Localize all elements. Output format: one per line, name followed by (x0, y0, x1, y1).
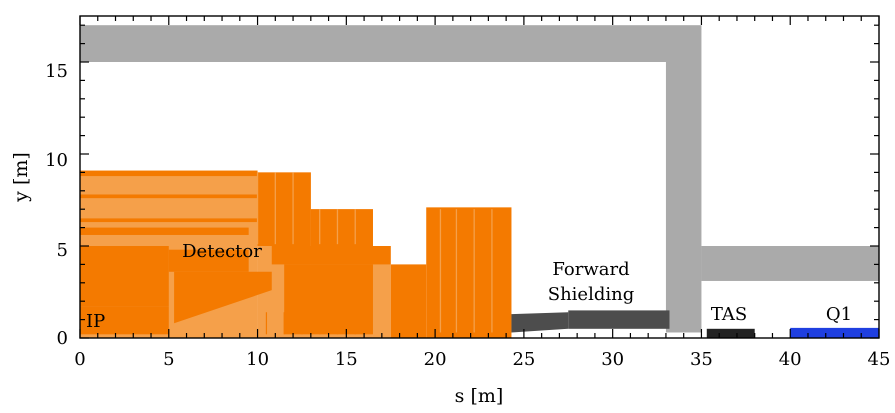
detector-stripe (80, 170, 258, 177)
detector-component (174, 271, 272, 324)
diagram-shapes (80, 25, 879, 338)
y-tick-labels: 0 5 10 15 (45, 61, 68, 349)
axis-ticks (79, 16, 880, 339)
detector-component (80, 306, 169, 335)
x-tick-label: 5 (163, 349, 174, 370)
detector-endcap (390, 264, 427, 338)
tas-absorber (706, 328, 755, 338)
y-tick-label: 10 (45, 150, 68, 171)
y-tick-label: 15 (45, 61, 68, 82)
q1-quadrupole (790, 327, 879, 338)
tas-label: TAS (711, 304, 747, 325)
detector-component (168, 249, 249, 272)
y-axis-label: y [m] (10, 152, 32, 203)
forward-shielding (568, 310, 670, 329)
forward-shielding-label-line2: Shielding (548, 284, 634, 305)
detector-component (284, 264, 373, 335)
detector-component (271, 246, 391, 265)
detector-component (257, 172, 311, 246)
cavern-ceiling-wall (80, 25, 702, 62)
x-tick-label: 35 (690, 349, 713, 370)
x-tick-label: 40 (779, 349, 802, 370)
forward-shielding (511, 312, 569, 333)
detector-label: Detector (182, 241, 262, 262)
y-tick-label: 5 (57, 240, 68, 261)
forward-shielding-label-line1: Forward (552, 259, 629, 280)
detector-component (310, 209, 373, 246)
tunnel-wall (701, 246, 879, 281)
x-tick-label: 25 (512, 349, 535, 370)
x-tick-label: 45 (868, 349, 891, 370)
cavern-end-wall (665, 62, 702, 333)
detector-component (80, 246, 169, 307)
x-tick-labels: 0 5 10 15 20 25 30 35 40 45 (74, 349, 890, 370)
plot-frame (79, 15, 880, 339)
detector-stripe (80, 227, 249, 235)
detector-stripe (80, 218, 258, 223)
x-tick-label: 0 (74, 349, 85, 370)
x-tick-label: 30 (601, 349, 624, 370)
x-tick-label: 15 (335, 349, 358, 370)
ip-label: IP (86, 311, 105, 332)
x-tick-label: 20 (424, 349, 447, 370)
x-axis-label: s [m] (455, 385, 504, 407)
x-tick-label: 10 (246, 349, 269, 370)
detector-stripe (80, 194, 258, 199)
q1-label: Q1 (826, 304, 852, 325)
forward-detector-block (426, 207, 512, 338)
detector-stripe (293, 282, 356, 287)
detector-body (372, 246, 391, 338)
y-tick-label: 0 (57, 328, 68, 349)
